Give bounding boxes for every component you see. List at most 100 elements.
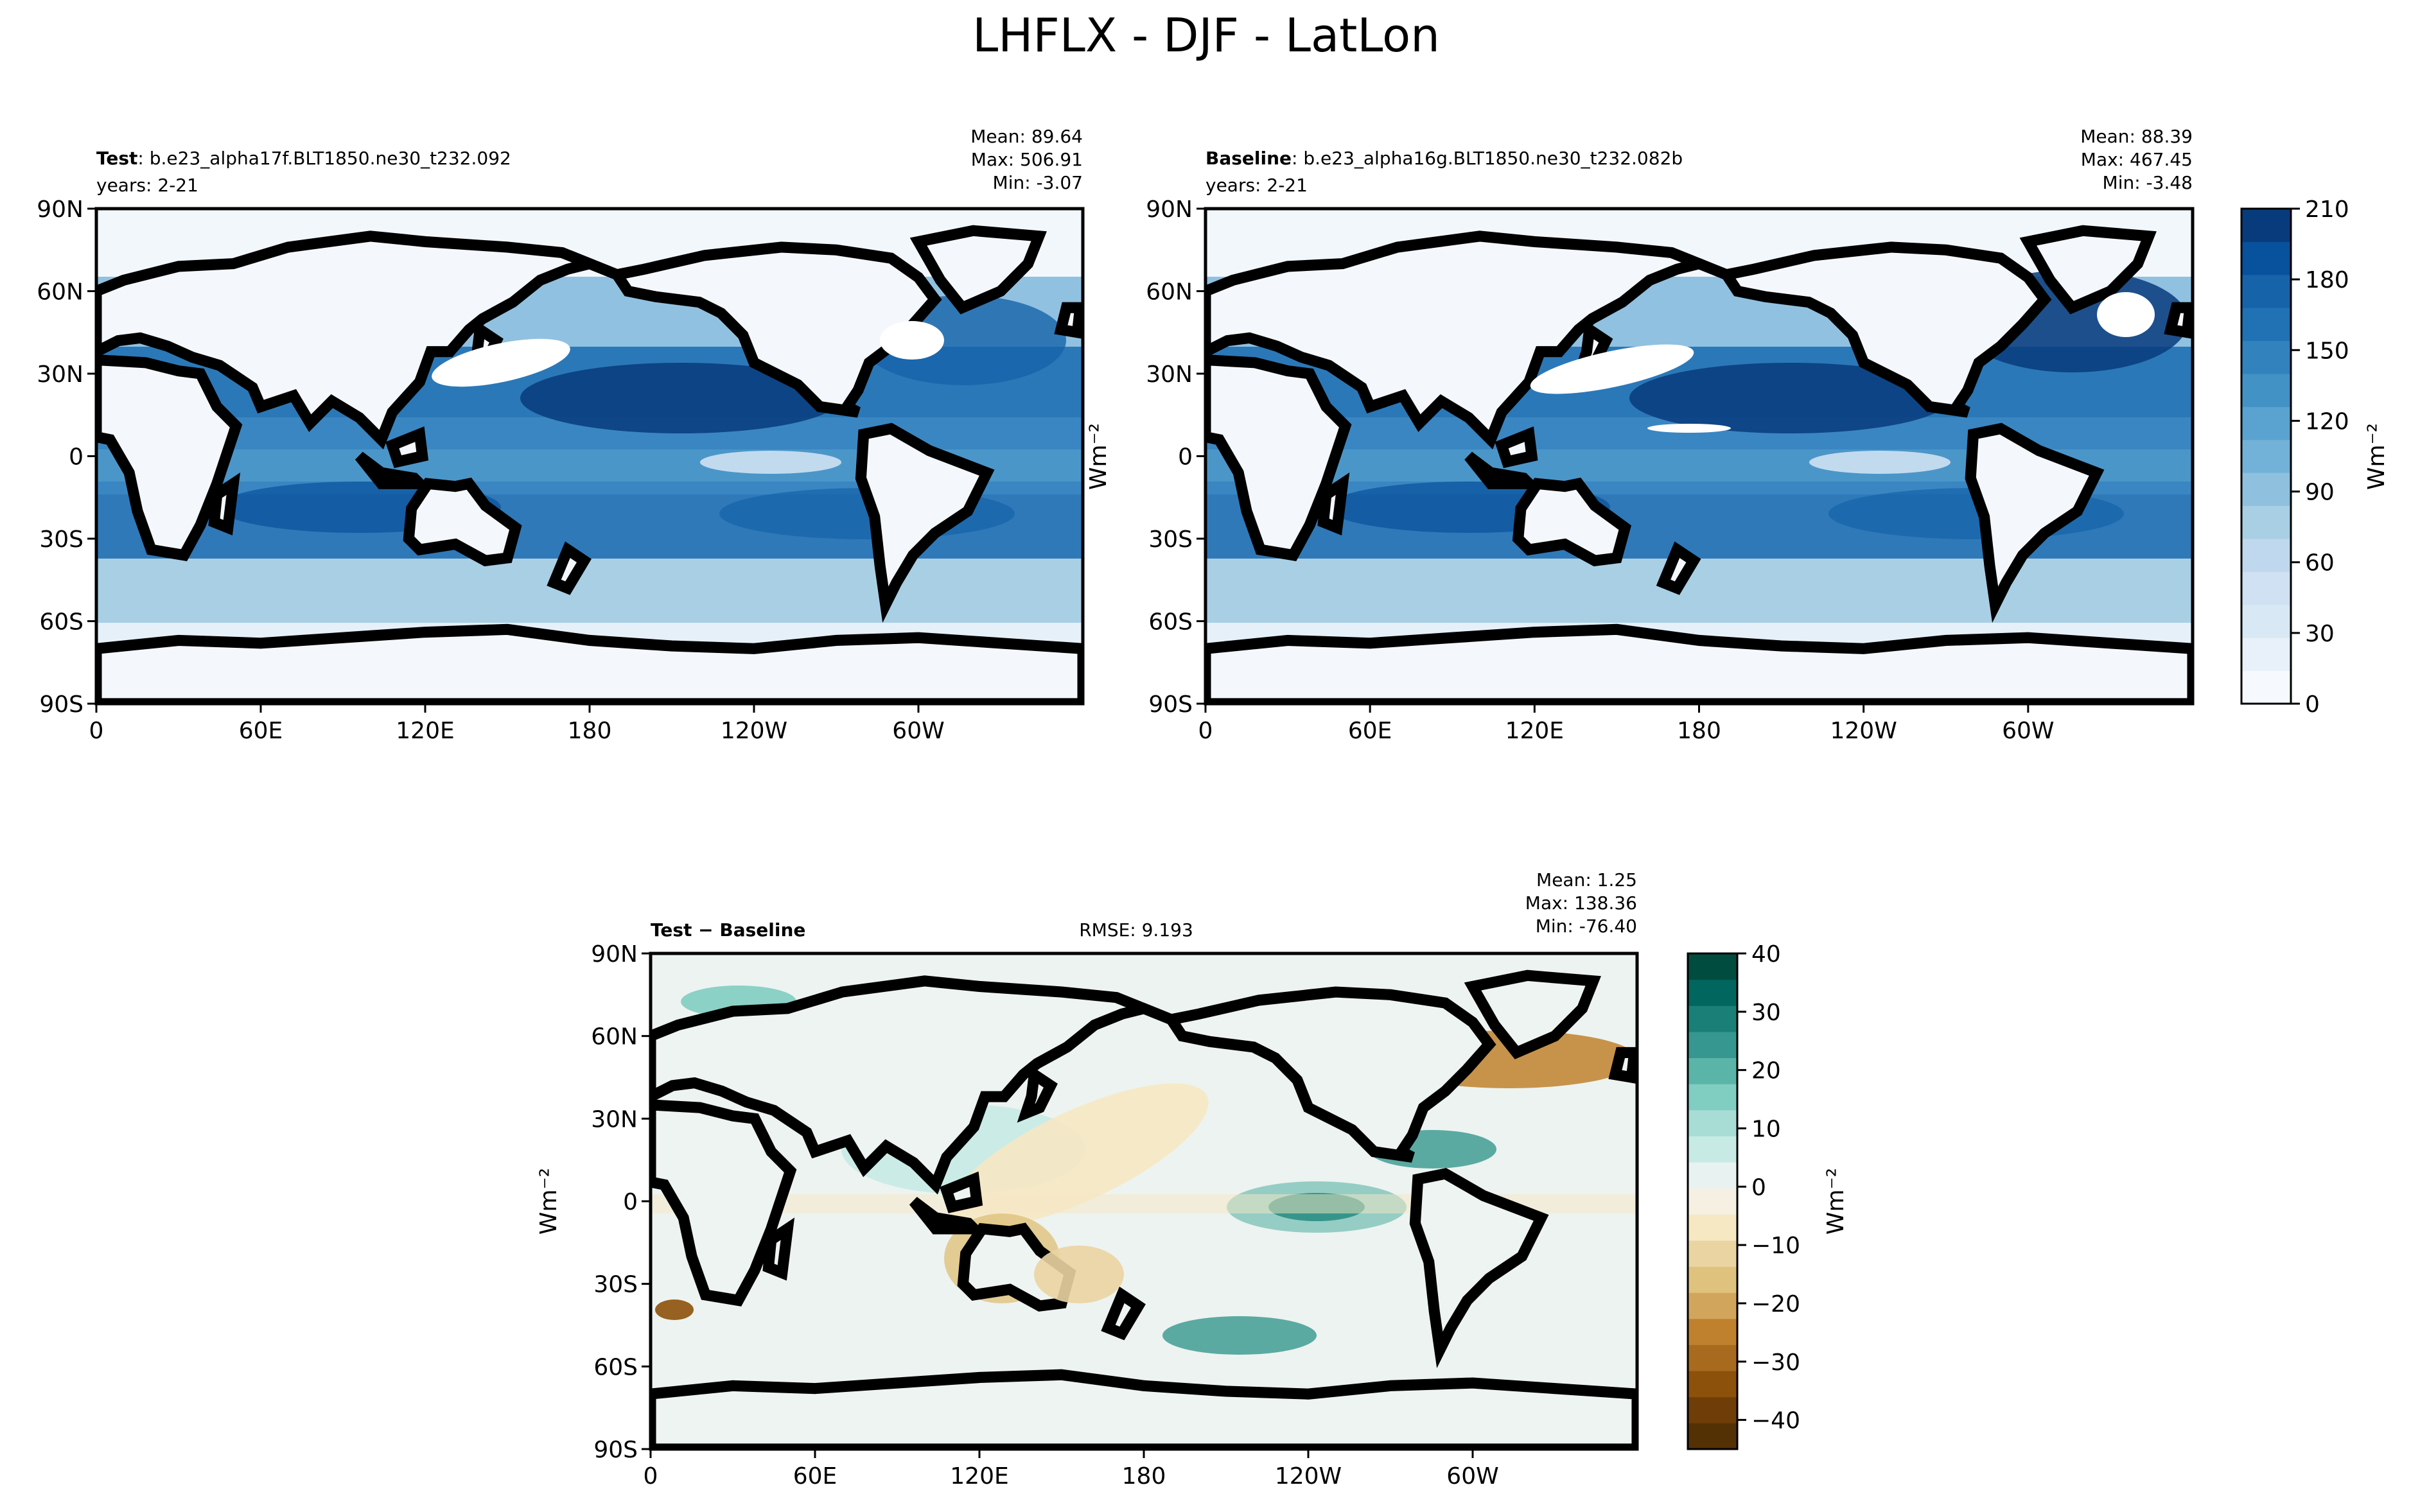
- test-ytick-label: 30N: [37, 361, 83, 388]
- diff-xtick-label: 120W: [1275, 1463, 1342, 1490]
- cbar-top-segment: [2241, 209, 2291, 242]
- cbar-bottom-segment: [1688, 1162, 1737, 1189]
- figure-title: LHFLX - DJF - LatLon: [972, 8, 1440, 62]
- cbar-bottom-tick-label: −10: [1751, 1233, 1800, 1259]
- cbar-top-frame: [2240, 207, 2292, 705]
- cbar-top-segment: [2241, 571, 2291, 605]
- diff-ytick-label: 60N: [591, 1024, 638, 1050]
- cbar-top-segment: [2241, 274, 2291, 308]
- cbar-bottom-tick-label: −30: [1751, 1350, 1800, 1376]
- cbar-top-tick-label: 90: [2305, 480, 2335, 506]
- test-ytick-label: 30S: [39, 526, 83, 553]
- cbar-top-tick-label: 210: [2305, 196, 2349, 223]
- bottom-colorbar: −40 −30 −20 −10 0 10 20 30 40: [1687, 941, 1800, 1450]
- diff-xtick-label: 60W: [1446, 1463, 1498, 1490]
- diff-ylabel: Wm⁻²: [536, 1168, 562, 1235]
- test-ytick-label: 60N: [37, 279, 83, 306]
- cbar-top-segment: [2241, 473, 2291, 507]
- test-ytick-label: 0: [69, 444, 83, 471]
- cbar-bottom-segment: [1688, 1423, 1737, 1450]
- cbar-top-tick-label: 60: [2305, 550, 2335, 577]
- baseline-xtick-label: 180: [1677, 718, 1721, 744]
- cbar-bottom-segment: [1688, 1084, 1737, 1111]
- baseline-min: Min: -3.48: [2103, 172, 2193, 193]
- baseline-xtick-label: 60E: [1348, 718, 1392, 744]
- baseline-panel: Baseline: b.e23_alpha16g.BLT1850.ne30_t2…: [1085, 126, 2195, 744]
- baseline-ylabel: Wm⁻²: [1085, 423, 1112, 490]
- cbar-bottom-segment: [1688, 1214, 1737, 1241]
- diff-label: Test − Baseline: [651, 919, 805, 941]
- cbar-top-segment: [2241, 241, 2291, 275]
- test-max: Max: 506.91: [971, 149, 1083, 170]
- baseline-max: Max: 467.45: [2081, 149, 2193, 170]
- cbar-top-segment: [2241, 670, 2291, 704]
- diff-panel: Test − Baseline RMSE: 9.193 Mean: 1.25 M…: [536, 869, 1639, 1490]
- baseline-ytick-label: 90N: [1146, 196, 1193, 223]
- baseline-xtick-label: 0: [1198, 718, 1213, 744]
- test-xtick-label: 0: [89, 718, 104, 744]
- cbar-top-segment: [2241, 604, 2291, 638]
- diff-xtick-label: 0: [644, 1463, 658, 1490]
- diff-xtick-label: 180: [1122, 1463, 1166, 1490]
- bottom-colorbar-label: Wm⁻²: [1823, 1168, 1849, 1235]
- baseline-ytick-label: 60N: [1146, 279, 1193, 306]
- cbar-bottom-segment: [1688, 1371, 1737, 1398]
- test-ytick-label: 60S: [39, 609, 83, 636]
- cbar-bottom-segment: [1688, 1188, 1737, 1215]
- test-years: years: 2-21: [96, 175, 198, 196]
- baseline-ytick-label: 90S: [1148, 691, 1193, 718]
- cbar-bottom-tick-label: −20: [1751, 1291, 1800, 1317]
- diff-ytick-label: 60S: [593, 1354, 638, 1380]
- cbar-bottom-tick-label: 20: [1751, 1058, 1781, 1084]
- cbar-bottom-tick-label: 30: [1751, 1000, 1781, 1026]
- cbar-top-segment: [2241, 406, 2291, 440]
- test-panel: Test: b.e23_alpha17f.BLT1850.ne30_t232.0…: [37, 126, 1085, 744]
- cbar-bottom-tick-label: −40: [1751, 1408, 1800, 1434]
- cbar-bottom-frame: [1687, 952, 1739, 1450]
- cbar-bottom-segment: [1688, 1266, 1737, 1293]
- cbar-bottom-segment: [1688, 1344, 1737, 1371]
- cbar-bottom-segment: [1688, 1057, 1737, 1084]
- baseline-xtick-label: 60W: [2002, 718, 2054, 744]
- test-min: Min: -3.07: [993, 172, 1083, 193]
- diff-xtick-label: 120E: [950, 1463, 1008, 1490]
- cbar-top-segment: [2241, 308, 2291, 342]
- cbar-bottom-segment: [1688, 1292, 1737, 1319]
- cbar-bottom-segment: [1688, 1240, 1737, 1267]
- diff-ytick-label: 90S: [593, 1437, 638, 1463]
- test-xtick-label: 60E: [239, 718, 283, 744]
- baseline-xtick-label: 120E: [1505, 718, 1564, 744]
- diff-axis-ticks: 0 60E 120E 180 120W 60W 90N 60N 30N 0 30S 60S 90S: [591, 941, 1498, 1490]
- cbar-top-segment: [2241, 340, 2291, 374]
- cbar-bottom-segment: [1688, 1109, 1737, 1136]
- cbar-top-segment: [2241, 539, 2291, 572]
- diff-ytick-label: 30S: [593, 1272, 638, 1298]
- cbar-bottom-tick-label: 0: [1751, 1174, 1766, 1201]
- baseline-ytick-label: 60S: [1148, 609, 1193, 636]
- baseline-mean: Mean: 88.39: [2080, 126, 2193, 147]
- top-colorbar: 0 30 60 90 120 150 180 210: [2240, 196, 2349, 718]
- baseline-ytick-label: 30S: [1148, 526, 1193, 553]
- test-label: Test: b.e23_alpha17f.BLT1850.ne30_t232.0…: [96, 148, 511, 169]
- diff-rmse: RMSE: 9.193: [1079, 919, 1193, 941]
- test-xtick-label: 180: [568, 718, 612, 744]
- cbar-bottom-segment: [1688, 1318, 1737, 1345]
- cbar-bottom-segment: [1688, 953, 1737, 980]
- diff-min: Min: -76.40: [1536, 916, 1637, 937]
- cbar-top-segment: [2241, 505, 2291, 539]
- test-xtick-label: 120W: [721, 718, 787, 744]
- diff-mean: Mean: 1.25: [1536, 869, 1637, 891]
- baseline-years: years: 2-21: [1206, 175, 1308, 196]
- baseline-ytick-label: 30N: [1146, 361, 1193, 388]
- baseline-ytick-label: 0: [1178, 444, 1193, 471]
- baseline-xtick-label: 120W: [1830, 718, 1897, 744]
- cbar-top-segment: [2241, 374, 2291, 407]
- cbar-bottom-segment: [1688, 1005, 1737, 1032]
- top-colorbar-label: Wm⁻²: [2363, 423, 2390, 490]
- cbar-top-tick-label: 0: [2305, 691, 2320, 718]
- cbar-top-tick-label: 120: [2305, 408, 2349, 435]
- diff-ytick-label: 0: [623, 1189, 638, 1215]
- diff-ytick-label: 90N: [591, 941, 638, 968]
- cbar-bottom-segment: [1688, 1031, 1737, 1059]
